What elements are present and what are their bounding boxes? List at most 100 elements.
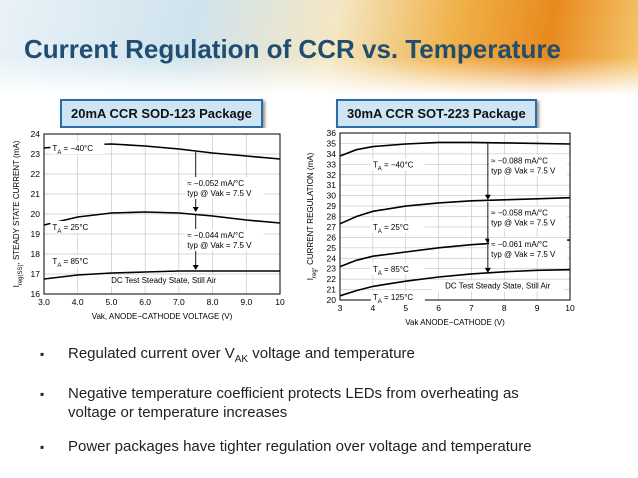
annotation-slope: ≈ −0.058 mA/°C	[491, 208, 548, 217]
y-tick-label: 27	[327, 222, 337, 232]
bullet-list: ▪ Regulated current over VAK voltage and …	[40, 344, 620, 471]
label-background	[50, 221, 105, 233]
label-background	[50, 142, 105, 154]
bullet-item: ▪ Negative temperature coefficient protec…	[40, 385, 519, 421]
y-tick-label: 29	[327, 201, 337, 211]
y-tick-label: 23	[31, 149, 41, 159]
y-axis-label: Ireg, CURRENT REGULATION (mA)	[306, 152, 318, 280]
label-background	[370, 221, 425, 234]
y-tick-label: 21	[327, 285, 337, 295]
y-tick-label: 16	[31, 289, 41, 299]
bullet-square-icon: ▪	[40, 440, 45, 454]
title-banner	[0, 0, 638, 95]
y-tick-label: 19	[31, 229, 41, 239]
x-axis-label: Vak, ANODE−CATHODE VOLTAGE (V)	[92, 312, 233, 321]
x-tick-label: 7	[469, 303, 474, 313]
y-axis-label: Ireg(SS), STEADY STATE CURRENT (mA)	[12, 140, 24, 287]
annotation-background	[489, 237, 568, 260]
y-tick-label: 33	[327, 159, 337, 169]
series-line	[339, 268, 571, 297]
annotation-condition: typ @ Vak = 7.5 V	[187, 189, 252, 198]
temp-label: TA = 125°C	[373, 293, 414, 305]
annotation-condition: typ @ Vak = 7.5 V	[491, 250, 556, 259]
y-tick-label: 21	[31, 189, 41, 199]
y-tick-label: 18	[31, 249, 41, 259]
x-tick-label: 3.0	[38, 297, 50, 307]
y-tick-label: 36	[327, 128, 337, 138]
test-condition-note: DC Test Steady State, Still Air	[445, 282, 551, 291]
series-line	[339, 141, 571, 157]
y-tick-label: 34	[327, 149, 337, 159]
annotation-condition: typ @ Vak = 7.5 V	[187, 241, 252, 250]
x-tick-label: 8	[502, 303, 507, 313]
annotation-arrow-head	[192, 207, 199, 212]
plot-frame	[339, 132, 571, 301]
annotation-background	[489, 154, 568, 177]
y-tick-label: 20	[31, 209, 41, 219]
label-background	[370, 291, 425, 303]
note-background	[97, 275, 230, 286]
series-line	[43, 270, 280, 280]
series-line	[339, 196, 571, 225]
x-tick-label: 10	[275, 297, 285, 307]
y-tick-label: 25	[327, 243, 337, 253]
x-tick-label: 3	[338, 303, 343, 313]
annotation-condition: typ @ Vak = 7.5 V	[491, 218, 556, 227]
y-tick-label: 31	[327, 180, 337, 190]
y-tick-label: 26	[327, 232, 337, 242]
y-tick-label: 35	[327, 138, 337, 148]
label-background	[50, 255, 105, 267]
x-tick-label: 6.0	[139, 297, 151, 307]
x-tick-label: 5	[403, 303, 408, 313]
label-sod123: 20mA CCR SOD-123 Package	[60, 99, 263, 128]
y-tick-label: 24	[327, 253, 337, 263]
label-background	[370, 262, 425, 275]
bullet-square-icon: ▪	[40, 347, 45, 361]
annotation-slope: ≈ −0.044 mA/°C	[187, 231, 244, 240]
annotation-background	[185, 177, 264, 199]
bullet-item: ▪ Regulated current over VAK voltage and …	[40, 345, 415, 365]
chart-sod123: 3.0 4.0 5.0 6.0 7.0 8.0 9.0 10 16 17 18 19 20 21 22 23 2…	[10, 128, 295, 328]
label-background	[370, 158, 425, 171]
y-tick-label: 24	[31, 129, 41, 139]
y-tick-label: 30	[327, 191, 337, 201]
test-condition-note: DC Test Steady State, Still Air	[111, 276, 217, 285]
annotation-slope: ≈ −0.088 mA/°C	[491, 156, 548, 165]
chart-sot223: 3 4 5 6 7 8 9 102021222324252627282930313233343…	[304, 128, 590, 333]
temp-label: TA = −40°C	[52, 144, 93, 156]
x-tick-label: 9	[535, 303, 540, 313]
y-tick-label: 23	[327, 264, 337, 274]
x-axis-label: Vak ANODE−CATHODE (V)	[405, 318, 505, 327]
x-tick-label: 10	[565, 303, 575, 313]
plot-frame	[43, 133, 281, 295]
annotation-arrow-head	[484, 267, 491, 273]
y-tick-label: 32	[327, 170, 337, 180]
slide-title: Current Regulation of CCR vs. Temperatur…	[24, 34, 561, 64]
annotation-slope: ≈ −0.061 mA/°C	[491, 240, 548, 249]
x-tick-label: 9.0	[240, 297, 252, 307]
annotation-slope: ≈ −0.052 mA/°C	[187, 179, 244, 188]
bullet-square-icon: ▪	[40, 387, 45, 401]
annotation-arrow-head	[484, 194, 491, 200]
x-tick-label: 7.0	[173, 297, 185, 307]
annotation-arrow-head	[192, 265, 199, 270]
x-tick-label: 6	[436, 303, 441, 313]
annotation-condition: typ @ Vak = 7.5 V	[491, 166, 556, 175]
temp-label: TA = −40°C	[373, 160, 414, 172]
x-tick-label: 4	[370, 303, 375, 313]
note-background	[431, 280, 564, 292]
x-tick-label: 5.0	[106, 297, 118, 307]
y-tick-label: 20	[327, 295, 337, 305]
label-sot223: 30mA CCR SOT-223 Package	[336, 99, 537, 128]
temp-label: TA = 25°C	[52, 223, 88, 235]
temp-label: TA = 85°C	[52, 257, 88, 269]
y-tick-label: 28	[327, 212, 337, 222]
series-line	[43, 211, 281, 226]
y-tick-label: 22	[31, 169, 41, 179]
bullet-item: ▪ Power packages have tighter regulation …	[40, 438, 532, 455]
y-tick-label: 17	[31, 269, 41, 279]
annotation-background	[489, 206, 568, 229]
annotation-background	[185, 229, 264, 251]
temp-label: TA = 25°C	[373, 223, 409, 235]
temp-label: TA = 85°C	[373, 265, 409, 277]
